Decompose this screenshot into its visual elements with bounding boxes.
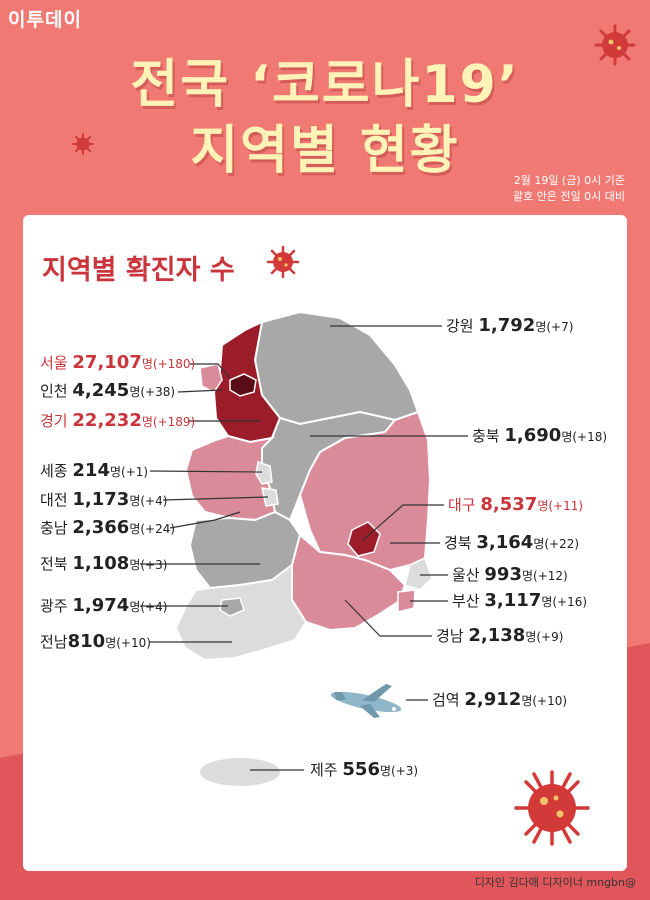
label-gyeongnam: 경남 2,138명(+9) xyxy=(436,625,564,646)
label-ulsan: 울산 993명(+12) xyxy=(452,564,568,585)
label-seoul: 서울 27,107명(+180) xyxy=(40,352,196,373)
region-seoul xyxy=(229,373,257,397)
label-daejeon: 대전 1,173명(+4) xyxy=(40,489,168,510)
label-chungbuk: 충북 1,690명(+18) xyxy=(472,425,608,446)
virus-icon xyxy=(514,770,590,846)
airplane-icon xyxy=(330,684,402,718)
page-title-line1: 전국 ‘코로나19’ xyxy=(130,55,520,115)
label-jeonbuk: 전북 1,108명(+3) xyxy=(40,553,168,574)
region-daejeon xyxy=(261,487,279,507)
section-title: 지역별 확진자 수 xyxy=(42,255,235,286)
label-jeju: 제주 556명(+3) xyxy=(310,759,419,780)
logo: 이투데이 xyxy=(8,9,82,31)
region-gangwon xyxy=(253,310,420,426)
label-gangwon: 강원 1,792명(+7) xyxy=(446,315,574,336)
region-busan xyxy=(397,589,416,613)
region-jeju xyxy=(200,758,280,786)
region-gyeongbuk xyxy=(298,410,432,572)
region-gwangju xyxy=(219,597,245,617)
region-ulsan xyxy=(404,556,433,591)
label-gyeongbuk: 경북 3,164명(+22) xyxy=(444,532,580,553)
label-chungnam: 충남 2,366명(+24) xyxy=(40,517,176,538)
label-incheon: 인천 4,245명(+38) xyxy=(40,380,176,401)
virus-icon xyxy=(594,24,636,66)
region-jeonnam xyxy=(174,563,308,662)
page-title-line2: 지역별 현황 xyxy=(190,121,460,181)
comparison-note: 괄호 안은 전일 0시 대비 xyxy=(512,190,625,203)
credit: 디자인 김다애 디자이너 mngbn@ xyxy=(474,876,636,889)
region-incheon xyxy=(199,363,223,393)
label-busan: 부산 3,117명(+16) xyxy=(452,590,588,611)
label-gyeonggi: 경기 22,232명(+189) xyxy=(40,410,196,431)
label-daegu: 대구 8,537명(+11) xyxy=(448,494,584,515)
date-basis: 2월 19일 (금) 0시 기준 xyxy=(513,174,625,187)
label-gwangju: 광주 1,974명(+4) xyxy=(40,595,168,616)
label-jeonnam: 전남810명(+10) xyxy=(40,631,151,652)
virus-icon xyxy=(266,245,300,279)
label-sejong: 세종 214명(+1) xyxy=(40,460,149,481)
label-quarantine: 검역 2,912명(+10) xyxy=(432,689,568,710)
virus-icon xyxy=(72,133,94,155)
